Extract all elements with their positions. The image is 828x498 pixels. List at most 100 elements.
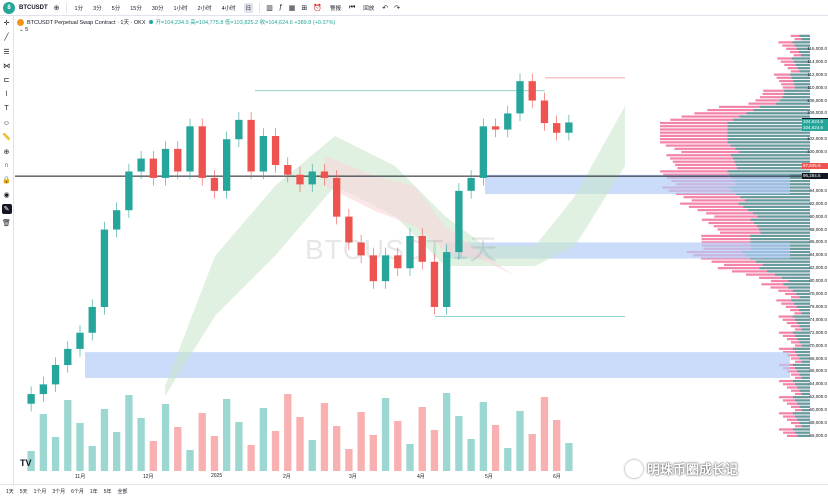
time-axis[interactable]: 11月 12月 2025 2月 3月 4月 5月 6月	[15, 472, 810, 482]
volume-profile-bar	[791, 299, 810, 302]
volume-profile-bar	[795, 63, 810, 67]
interval-30m[interactable]: 30分	[151, 5, 164, 12]
indicator-count: 5	[25, 27, 29, 33]
interval-5m[interactable]: 5分	[111, 5, 121, 12]
lock-icon[interactable]: 🔒	[2, 177, 11, 185]
shapes-icon[interactable]: ⌇	[4, 91, 9, 99]
volume-profile-bar	[797, 338, 810, 341]
volume-bar	[186, 450, 194, 471]
time-label: 6月	[553, 474, 561, 480]
fib-icon[interactable]: ☰	[3, 48, 10, 56]
volume-profile-bar	[792, 428, 810, 431]
volume-bar	[406, 444, 414, 471]
interval-1d[interactable]: 日	[243, 2, 254, 13]
indicator-legend[interactable]: ⌄ 5	[19, 27, 28, 33]
candle-body	[455, 190, 463, 253]
trendline-icon[interactable]: ╱	[4, 34, 9, 42]
hide-drawings-icon[interactable]: ✎	[1, 203, 12, 214]
layout-icon[interactable]: ▦	[288, 4, 296, 12]
volume-profile-bar	[799, 373, 810, 376]
ruler-icon[interactable]: 📏	[2, 134, 11, 142]
text-icon[interactable]: T	[4, 105, 9, 113]
range-button[interactable]: 1个月	[33, 489, 47, 495]
add-symbol-icon[interactable]: ⊕	[53, 4, 60, 12]
volume-bar	[64, 400, 72, 471]
volume-bar	[333, 426, 341, 471]
volume-bar	[504, 448, 512, 471]
volume-profile-bar	[791, 57, 810, 60]
alert-icon[interactable]: ⏰	[313, 4, 322, 12]
undo-icon[interactable]: ↶	[382, 4, 389, 12]
interval-15m[interactable]: 15分	[130, 5, 142, 12]
price-tag: 104,624.6	[802, 119, 828, 126]
price-axis[interactable]: 116,000.0 114,000.0 112,000.0 110,000.0 108,…	[802, 16, 828, 482]
magnet-icon[interactable]: ∩	[3, 162, 10, 170]
volume-bar	[296, 417, 304, 471]
volume-profile-bar	[799, 405, 810, 408]
price-chart[interactable]	[15, 16, 810, 472]
price-label: 72,000.0	[809, 329, 827, 335]
ichimoku-cloud	[165, 106, 625, 396]
price-label: 74,000.0	[809, 316, 827, 322]
zoom-icon[interactable]: ⊕	[3, 148, 10, 156]
interval-4h[interactable]: 4小时	[221, 5, 236, 12]
legend-title: BTCUSDT Perpetual Swap Contract · 1天 · O…	[27, 20, 146, 26]
overlay-watermark: 明珠币圈成长记	[625, 459, 738, 478]
divider	[65, 2, 67, 13]
volume-profile-bar	[794, 86, 810, 89]
symbol-search[interactable]: BTCUSDT	[19, 4, 48, 11]
alert-button[interactable]: 警报	[329, 5, 341, 12]
range-button[interactable]: 全部	[117, 489, 128, 495]
replay-icon[interactable]: ⏮	[348, 3, 356, 11]
eye-icon[interactable]: ◉	[3, 191, 10, 199]
interval-1m[interactable]: 1分	[74, 5, 84, 12]
range-button[interactable]: 5年	[103, 489, 112, 495]
range-button[interactable]: 1天	[6, 489, 14, 495]
interval-3m[interactable]: 3分	[93, 5, 102, 12]
volume-bar	[553, 420, 561, 471]
volume-profile-bar	[801, 392, 810, 396]
pattern-icon[interactable]: ⋈	[3, 62, 10, 70]
candle-body	[394, 255, 402, 269]
volume-profile-bar	[780, 99, 810, 102]
forecast-icon[interactable]: ⊏	[3, 77, 10, 85]
price-label: 88,000.0	[809, 226, 827, 232]
candle-body	[88, 306, 96, 333]
replay-button[interactable]: 回放	[363, 5, 375, 12]
volume-profile-bar	[727, 134, 810, 137]
bottom-range-bar: 1天 5天 1个月 3个月 6个月 1年 5年 全部	[0, 484, 828, 498]
volume-profile-bar	[762, 263, 810, 267]
emoji-icon[interactable]: ☺	[2, 119, 11, 127]
range-button[interactable]: 5天	[19, 489, 28, 495]
collapse-icon[interactable]: ⌄	[19, 27, 26, 33]
trash-icon[interactable]: 🗑	[2, 220, 11, 228]
range-button[interactable]: 1年	[89, 489, 98, 495]
volume-bar	[27, 451, 35, 471]
volume-profile-bar	[735, 147, 810, 150]
volume-profile-bar	[750, 241, 810, 244]
redo-icon[interactable]: ↷	[394, 4, 401, 12]
price-label: 82,000.0	[809, 265, 827, 271]
price-label: 108,000.0	[806, 97, 827, 103]
indicators-icon[interactable]: ƒ	[278, 4, 283, 11]
candle-body	[174, 148, 182, 172]
volume-profile-bar	[801, 38, 810, 41]
volume-profile-bar	[792, 347, 810, 350]
volume-bar	[223, 399, 231, 471]
user-avatar[interactable]: 8	[3, 1, 15, 14]
candle-body	[125, 171, 133, 211]
interval-2h[interactable]: 2小时	[197, 5, 212, 12]
templates-icon[interactable]: ⊞	[301, 4, 308, 12]
range-button[interactable]: 6个月	[71, 489, 84, 495]
volume-profile-bar	[733, 118, 810, 121]
interval-1h[interactable]: 1小时	[173, 5, 188, 12]
crosshair-icon[interactable]: ✛	[3, 20, 10, 27]
volume-profile-bar	[759, 228, 810, 231]
price-label: 114,000.0	[807, 58, 827, 64]
tradingview-logo: TV	[20, 458, 32, 468]
volume-profile-bar	[727, 131, 810, 134]
range-button[interactable]: 3个月	[52, 489, 66, 495]
volume-profile-bar	[794, 302, 810, 305]
chart-type-icon[interactable]: ▥	[266, 4, 273, 12]
candle-body	[76, 332, 84, 349]
